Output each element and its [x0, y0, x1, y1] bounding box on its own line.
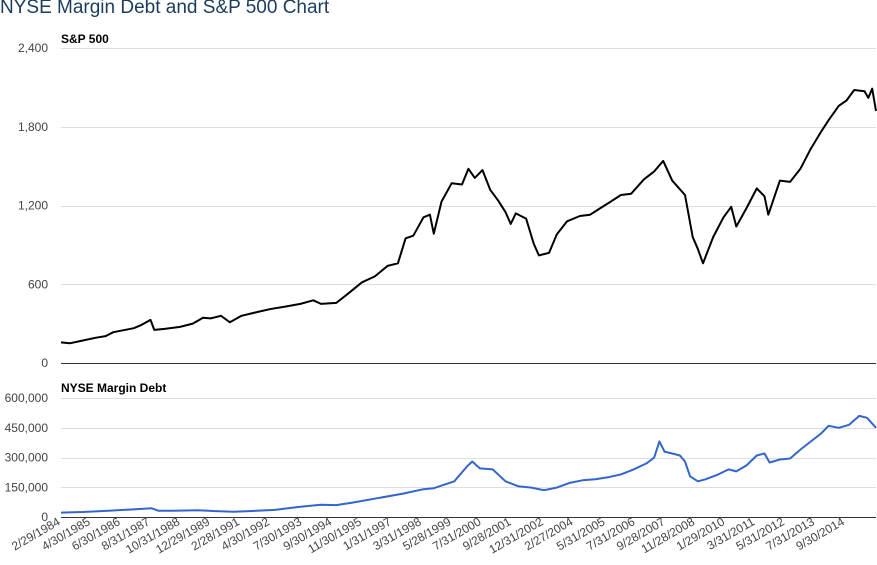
- margin-debt-panel-title: NYSE Margin Debt: [61, 381, 166, 395]
- margin-debt-y-tick-label: 0: [41, 510, 48, 524]
- page-title: NYSE Margin Debt and S&P 500 Chart: [0, 0, 330, 18]
- margin-debt-y-tick-label: 300,000: [5, 451, 49, 465]
- sp500-y-tick-label: 2,400: [18, 41, 48, 55]
- margin-debt-series-line: [60, 414, 877, 514]
- sp500-series-line: [60, 87, 877, 345]
- margin-debt-y-tick-label: 600,000: [5, 391, 49, 405]
- sp500-panel-title: S&P 500: [61, 32, 109, 46]
- sp500-y-tick-label: 1,800: [18, 120, 48, 134]
- sp500-y-tick-label: 600: [28, 277, 48, 291]
- sp500-panel: 0 600 1,200 1,800 2,400 S&P 500: [18, 32, 877, 370]
- sp500-y-tick-label: 1,200: [18, 199, 48, 213]
- sp500-y-tick-label: 0: [41, 356, 48, 370]
- margin-debt-y-tick-label: 450,000: [5, 421, 49, 435]
- margin-debt-y-tick-label: 150,000: [5, 480, 49, 494]
- margin-debt-panel: 0 150,000 300,000 450,000 600,000 NYSE Margi…: [5, 381, 877, 524]
